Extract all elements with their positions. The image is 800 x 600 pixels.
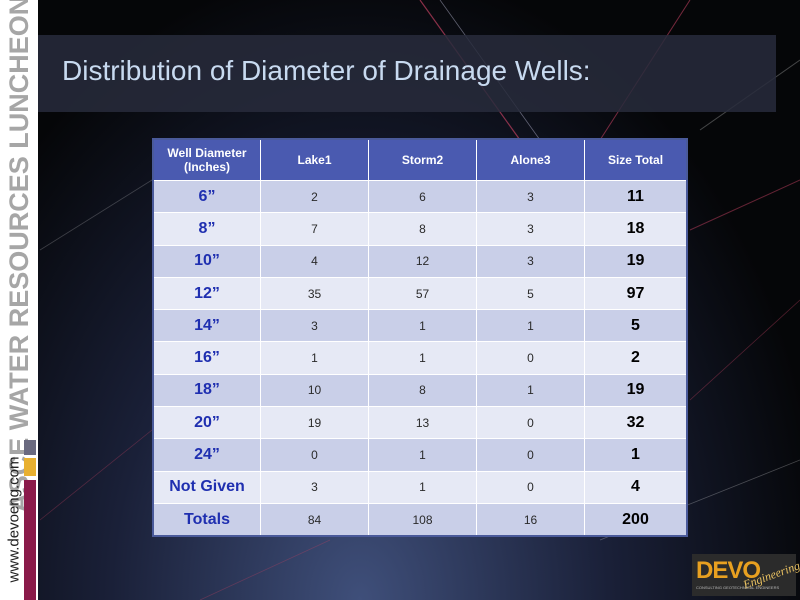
header-well-diameter: Well Diameter (Inches) [152, 138, 261, 181]
cell-lake: 10 [260, 373, 369, 408]
header-lake: Lake1 [260, 138, 369, 181]
header-size-total: Size Total [584, 138, 688, 181]
cell-diameter: 8” [152, 212, 261, 246]
cell-storm: 13 [368, 406, 477, 440]
cell-size-total: 19 [584, 244, 688, 278]
cell-alone: 1 [476, 373, 585, 408]
cell-storm: 8 [368, 373, 477, 408]
side-color-bars [24, 440, 36, 600]
cell-size-total: 2 [584, 341, 688, 375]
side-bar-gray [24, 440, 36, 455]
cell-diameter: 6” [152, 179, 261, 214]
cell-storm: 1 [368, 309, 477, 343]
cell-lake: 4 [260, 244, 369, 278]
cell-storm: 8 [368, 212, 477, 246]
table-header-row: Well Diameter (Inches) Lake1 Storm2 Alon… [152, 138, 688, 181]
table-row: 18” 10 8 1 19 [152, 373, 688, 408]
cell-storm: 12 [368, 244, 477, 278]
cell-alone: 16 [476, 502, 585, 537]
cell-diameter: Totals [152, 502, 261, 537]
table-row: Totals 84 108 16 200 [152, 502, 688, 537]
cell-lake: 0 [260, 438, 369, 472]
cell-storm: 1 [368, 470, 477, 504]
cell-alone: 5 [476, 276, 585, 311]
devo-logo: DEVO Engineering CONSULTING GEOTECHNICAL… [692, 554, 800, 596]
table-row: 10” 4 12 3 19 [152, 244, 688, 278]
cell-size-total: 18 [584, 212, 688, 246]
logo-background [692, 554, 796, 596]
side-bar-gold [24, 458, 36, 476]
cell-size-total: 1 [584, 438, 688, 472]
cell-lake: 2 [260, 179, 369, 214]
cell-alone: 0 [476, 438, 585, 472]
header-storm: Storm2 [368, 138, 477, 181]
cell-size-total: 97 [584, 276, 688, 311]
cell-lake: 1 [260, 341, 369, 375]
table-row: 6” 2 6 3 11 [152, 179, 688, 214]
cell-alone: 3 [476, 179, 585, 214]
cell-diameter: 18” [152, 373, 261, 408]
cell-lake: 35 [260, 276, 369, 311]
cell-alone: 0 [476, 470, 585, 504]
cell-storm: 1 [368, 341, 477, 375]
cell-lake: 7 [260, 212, 369, 246]
table-row: 12” 35 57 5 97 [152, 276, 688, 311]
drainage-wells-table: Well Diameter (Inches) Lake1 Storm2 Alon… [152, 138, 688, 538]
cell-lake: 19 [260, 406, 369, 440]
slide-title: Distribution of Diameter of Drainage Wel… [62, 55, 591, 86]
table-row: 20” 19 13 0 32 [152, 406, 688, 440]
title-band [38, 35, 776, 112]
cell-storm: 108 [368, 502, 477, 537]
cell-size-total: 200 [584, 502, 688, 537]
cell-alone: 3 [476, 244, 585, 278]
cell-size-total: 32 [584, 406, 688, 440]
cell-alone: 3 [476, 212, 585, 246]
cell-diameter: 12” [152, 276, 261, 311]
cell-alone: 1 [476, 309, 585, 343]
cell-lake: 3 [260, 470, 369, 504]
cell-diameter: 14” [152, 309, 261, 343]
table-row: 16” 1 1 0 2 [152, 341, 688, 375]
cell-alone: 0 [476, 341, 585, 375]
cell-diameter: 24” [152, 438, 261, 472]
logo-name: DEVO [696, 557, 761, 584]
cell-size-total: 11 [584, 179, 688, 214]
cell-lake: 3 [260, 309, 369, 343]
cell-storm: 1 [368, 438, 477, 472]
cell-diameter: 16” [152, 341, 261, 375]
logo-tagline: CONSULTING GEOTECHNICAL ENGINEERS [696, 585, 780, 590]
cell-lake: 84 [260, 502, 369, 537]
table-row: Not Given 3 1 0 4 [152, 470, 688, 504]
cell-diameter: 20” [152, 406, 261, 440]
table-row: 14” 3 1 1 5 [152, 309, 688, 343]
cell-storm: 57 [368, 276, 477, 311]
cell-diameter: 10” [152, 244, 261, 278]
table-row: 24” 0 1 0 1 [152, 438, 688, 472]
cell-storm: 6 [368, 179, 477, 214]
cell-size-total: 5 [584, 309, 688, 343]
cell-alone: 0 [476, 406, 585, 440]
table-row: 8” 7 8 3 18 [152, 212, 688, 246]
cell-diameter: Not Given [152, 470, 261, 504]
header-alone: Alone3 [476, 138, 585, 181]
cell-size-total: 4 [584, 470, 688, 504]
cell-size-total: 19 [584, 373, 688, 408]
side-bar-maroon [24, 480, 36, 600]
